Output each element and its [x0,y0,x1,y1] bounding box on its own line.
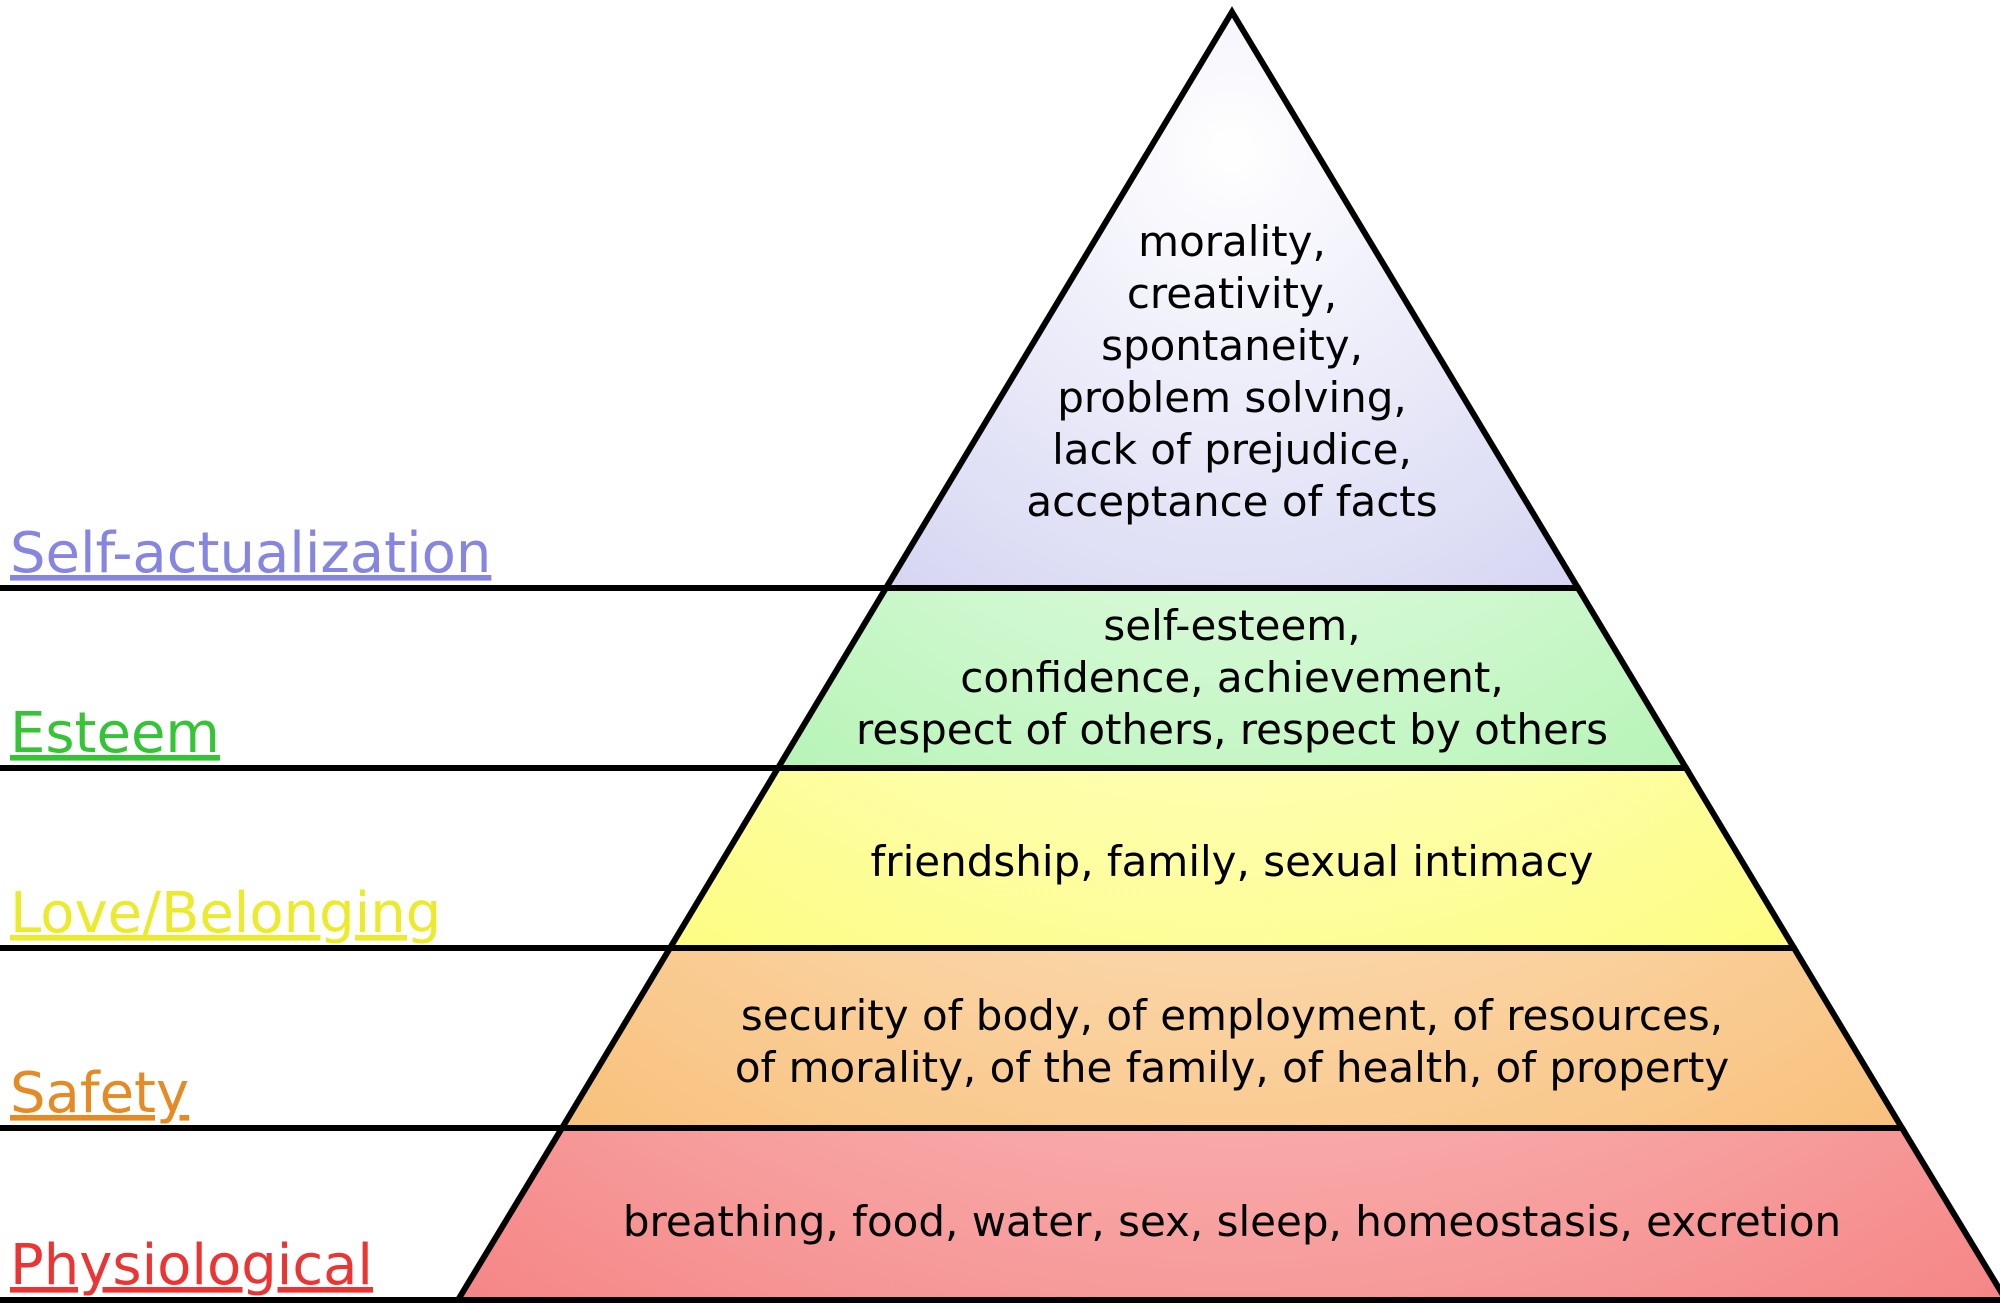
label-esteem: Esteem [10,701,220,766]
desc-love-belonging-line0: friendship, family, sexual intimacy [871,837,1594,886]
label-love-belonging: Love/Belonging [10,881,441,946]
desc-self-actualization-line5: acceptance of facts [1026,477,1437,526]
label-physiological: Physiological [10,1233,373,1298]
desc-safety-line1: of morality, of the family, of health, o… [735,1043,1729,1092]
desc-self-actualization-line1: creativity, [1127,269,1337,318]
desc-esteem-line0: self-esteem, [1103,601,1360,650]
maslow-pyramid: Self-actualization Esteem Love/Belonging Sa… [0,0,2000,1309]
desc-physiological-line0: breathing, food, water, sex, sleep, home… [623,1197,1841,1246]
label-safety: Safety [10,1061,189,1126]
desc-safety-line0: security of body, of employment, of reso… [741,991,1723,1040]
desc-self-actualization-line2: spontaneity, [1101,321,1363,370]
desc-esteem-line1: confidence, achievement, [960,653,1503,702]
label-self-actualization: Self-actualization [10,521,491,586]
desc-self-actualization-line4: lack of prejudice, [1052,425,1412,474]
desc-esteem-line2: respect of others, respect by others [856,705,1608,754]
desc-self-actualization-line0: morality, [1138,217,1326,266]
desc-self-actualization-line3: problem solving, [1057,373,1407,422]
